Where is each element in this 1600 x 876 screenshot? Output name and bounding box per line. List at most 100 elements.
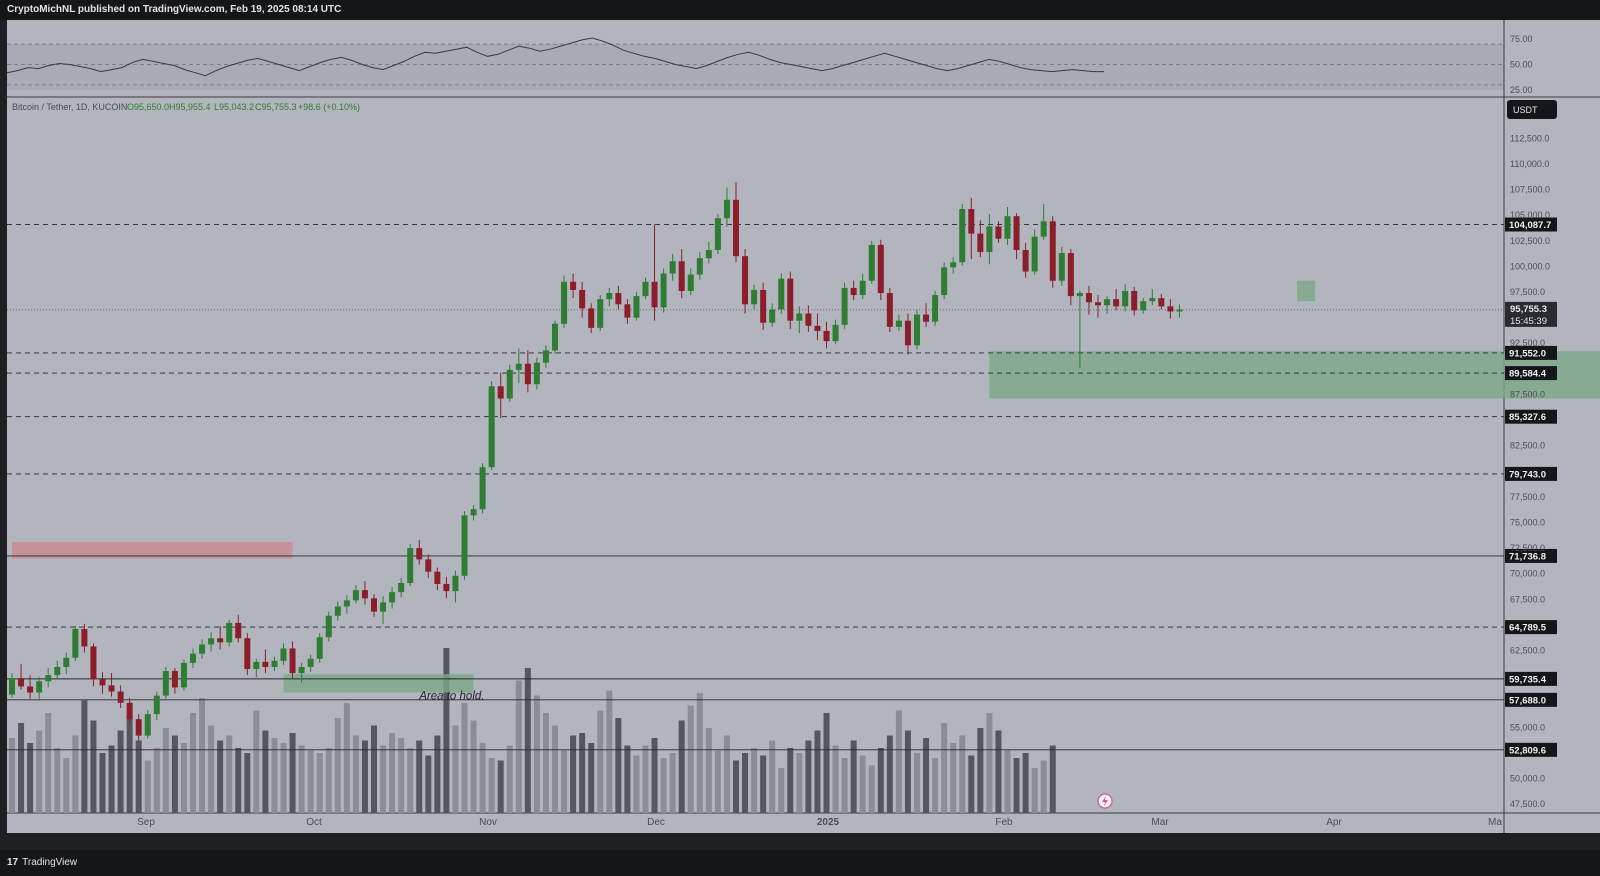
volume-bar [742,753,749,813]
candle-body [253,661,260,669]
price-tick-label: 75,000.0 [1510,518,1545,528]
candle-body [443,583,450,592]
candle-body [723,199,730,219]
volume-bar [407,748,414,813]
volume-bar [380,745,387,813]
candle-body [1049,221,1056,281]
volume-bar [398,738,405,813]
candle-body [714,218,721,250]
volume-bar [923,738,930,813]
candle-body [371,598,377,612]
candle-body [895,320,902,327]
price-tick-label: 92,500.0 [1510,338,1545,348]
volume-bar [235,748,242,813]
volume-bar [886,735,893,813]
candles [9,182,1183,741]
candle-body [904,320,911,346]
volume-bar [54,748,61,813]
candle-body [479,467,486,510]
current-price-bg [1505,301,1557,327]
candle-body [968,209,975,234]
candle-body [832,324,839,342]
volume-bar [470,720,477,813]
price-tick-label: 82,500.0 [1510,441,1545,451]
candle-body [950,262,957,268]
volume-bar [208,725,215,813]
candle-body [99,679,106,686]
candle-body [552,323,558,351]
candle-body [651,281,658,308]
volume-bar [651,738,658,813]
price-change: +98.6 (+0.10%) [298,102,360,112]
candle-body [515,363,522,370]
volume-bar [135,740,142,813]
volume-bar [244,753,251,813]
volume-bar [153,748,160,813]
volume-bar [642,745,649,813]
volume-bar [597,710,604,813]
candle-body [54,666,61,676]
candle-body [814,325,821,331]
candle-body [787,278,794,321]
price-chart-svg[interactable]: 75.00 50.00 25.00 104,087.7 91,552.0 89,584.… [6,20,1600,850]
candle-body [1040,221,1047,237]
candle-body [570,281,577,290]
level-tag [1505,692,1557,707]
symbol-legend[interactable]: Bitcoin / Tether, 1D, KUCOIN O95,650.0 H… [12,102,360,112]
candle-body [298,666,305,674]
volume-bar [253,710,260,813]
volume-bar [615,718,622,813]
price-levels [7,224,1504,751]
volume-bar [1049,745,1056,813]
candle-body [271,660,278,667]
volume-bar [1022,753,1029,813]
candle-body [126,702,133,720]
candle-body [208,638,215,645]
candle-body [633,296,640,318]
volume-bar [986,713,993,813]
candle-body [1085,293,1092,303]
volume-bar [9,738,15,813]
candle-body [823,330,830,342]
candle-body [144,714,151,736]
level-tag-label: 52,809.6 [1509,745,1546,756]
zone-small-box [1297,280,1316,302]
price-tick-label: 97,500.0 [1510,287,1545,297]
currency-badge[interactable]: USDT [1507,100,1557,119]
candle-body [977,233,984,253]
candle-body [1013,216,1020,250]
candle-body [751,289,758,305]
chart-area[interactable]: 75.00 50.00 25.00 104,087.7 91,552.0 89,584.… [6,20,1600,850]
candle-body [45,675,52,682]
candle-body [307,658,314,667]
currency-badge-bg [1507,100,1557,119]
volume-bar [45,713,52,813]
volume-bar [995,730,1002,813]
time-axis: Sep Oct Nov Dec 2025 Feb Mar Apr Ma [137,817,1502,828]
zone-old-resistance [12,541,293,559]
candle-body [380,602,387,612]
candle-body [389,592,396,603]
candle-body [579,289,586,309]
volume-bar [27,743,34,813]
candle-body [108,685,115,692]
time-tick-label: Feb [995,817,1013,828]
volume-bar [325,748,332,813]
candle-body [995,226,1002,239]
candle-body [497,386,504,399]
volume-bar [36,730,43,813]
lightning-icon[interactable] [1097,793,1113,809]
candle-body [561,281,568,324]
ohlc-open: O95,650.0 [127,102,169,112]
candle-body [117,691,124,703]
candle-body [1104,299,1111,306]
candle-body [1140,301,1147,311]
volume-bar [959,735,966,813]
candle-body [524,363,531,385]
candle-body [597,299,604,328]
volume-bar [416,740,423,813]
candle-body [1149,298,1156,302]
volume-bar [343,703,350,813]
level-tag [1505,620,1557,635]
candle-body [434,571,441,584]
